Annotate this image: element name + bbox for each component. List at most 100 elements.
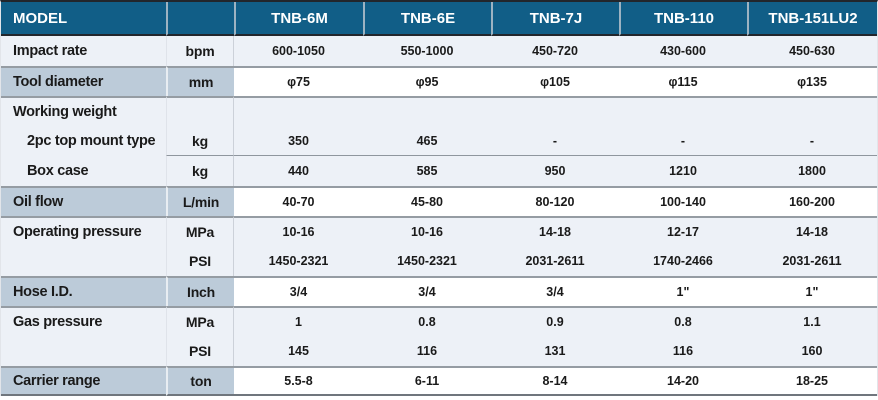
table-row-2pc-top-mount: 2pc top mount type kg 350 465 - - - (1, 126, 877, 156)
spec-value: 3/4 (234, 276, 363, 306)
spec-value: 14-18 (491, 216, 619, 246)
spec-value: 160-200 (747, 186, 877, 216)
table-row-impact-rate: Impact rate bpm 600-1050 550-1000 450-72… (1, 36, 877, 66)
spec-value: φ95 (363, 66, 491, 96)
column-header-tnb-6m: TNB-6M (234, 2, 363, 36)
spec-value: 80-120 (491, 186, 619, 216)
row-unit: ton (166, 366, 234, 396)
spec-value: φ75 (234, 66, 363, 96)
spec-value: 950 (491, 156, 619, 186)
spec-value: 116 (363, 336, 491, 366)
spec-value: 1450-2321 (234, 246, 363, 276)
spec-value: - (491, 126, 619, 156)
spec-value: 350 (234, 126, 363, 156)
spec-value: 18-25 (747, 366, 877, 396)
spec-value (234, 96, 363, 126)
spec-value: φ105 (491, 66, 619, 96)
spec-value (491, 96, 619, 126)
spec-value: 0.9 (491, 306, 619, 336)
spec-value (363, 96, 491, 126)
row-label: Box case (1, 156, 166, 186)
spec-value: 40-70 (234, 186, 363, 216)
spec-value: 1740-2466 (619, 246, 747, 276)
row-label: Oil flow (1, 186, 166, 216)
column-header-tnb-6e: TNB-6E (363, 2, 491, 36)
row-unit: kg (166, 126, 234, 156)
spec-value: 0.8 (619, 306, 747, 336)
spec-value: - (619, 126, 747, 156)
spec-value: 1 (234, 306, 363, 336)
row-label: Gas pressure (1, 306, 166, 336)
table-row-carrier-range: Carrier range ton 5.5-8 6-11 8-14 14-20 … (1, 366, 877, 396)
spec-value: 440 (234, 156, 363, 186)
unit-header-cell (166, 2, 234, 36)
table-row-gas-pressure-psi: PSI 145 116 131 116 160 (1, 336, 877, 366)
column-header-tnb-7j: TNB-7J (491, 2, 619, 36)
row-label: Working weight (1, 96, 166, 126)
spec-value: 1210 (619, 156, 747, 186)
table-row-gas-pressure-mpa: Gas pressure MPa 1 0.8 0.9 0.8 1.1 (1, 306, 877, 336)
spec-value: 600-1050 (234, 36, 363, 66)
table-row-operating-pressure-psi: PSI 1450-2321 1450-2321 2031-2611 1740-2… (1, 246, 877, 276)
spec-value: 1800 (747, 156, 877, 186)
row-unit: L/min (166, 186, 234, 216)
row-label: Impact rate (1, 36, 166, 66)
spec-value: 14-18 (747, 216, 877, 246)
row-unit: mm (166, 66, 234, 96)
table-row-working-weight-section: Working weight (1, 96, 877, 126)
spec-value: 116 (619, 336, 747, 366)
row-unit: PSI (166, 246, 234, 276)
row-unit: MPa (166, 306, 234, 336)
spec-value: 0.8 (363, 306, 491, 336)
row-label (1, 246, 166, 276)
spec-value: 450-720 (491, 36, 619, 66)
spec-value: 1450-2321 (363, 246, 491, 276)
spec-value: 450-630 (747, 36, 877, 66)
spec-value: 10-16 (234, 216, 363, 246)
spec-value: φ115 (619, 66, 747, 96)
spec-value: 550-1000 (363, 36, 491, 66)
spec-value: 585 (363, 156, 491, 186)
spec-value: 8-14 (491, 366, 619, 396)
row-label: 2pc top mount type (1, 126, 166, 156)
model-header-label: MODEL (1, 2, 166, 36)
spec-value: 6-11 (363, 366, 491, 396)
table-row-tool-diameter: Tool diameter mm φ75 φ95 φ105 φ115 φ135 (1, 66, 877, 96)
row-unit: MPa (166, 216, 234, 246)
spec-value: 1" (619, 276, 747, 306)
spec-value: 131 (491, 336, 619, 366)
table-row-hose-id: Hose I.D. Inch 3/4 3/4 3/4 1" 1" (1, 276, 877, 306)
row-label: Hose I.D. (1, 276, 166, 306)
row-label: Tool diameter (1, 66, 166, 96)
spec-value (747, 96, 877, 126)
row-unit (166, 96, 234, 126)
spec-value: 3/4 (363, 276, 491, 306)
spec-value: 1" (747, 276, 877, 306)
table-row-oil-flow: Oil flow L/min 40-70 45-80 80-120 100-14… (1, 186, 877, 216)
spec-value: 430-600 (619, 36, 747, 66)
row-label: Carrier range (1, 366, 166, 396)
spec-value: 145 (234, 336, 363, 366)
spec-value: - (747, 126, 877, 156)
spec-value: 465 (363, 126, 491, 156)
column-header-tnb-151lu2: TNB-151LU2 (747, 2, 877, 36)
row-unit: PSI (166, 336, 234, 366)
spec-value: 5.5-8 (234, 366, 363, 396)
row-label: Operating pressure (1, 216, 166, 246)
row-unit: kg (166, 156, 234, 186)
row-label (1, 336, 166, 366)
row-unit: bpm (166, 36, 234, 66)
header-row: MODEL TNB-6M TNB-6E TNB-7J TNB-110 TNB-1… (1, 2, 877, 36)
row-unit: Inch (166, 276, 234, 306)
spec-value: 45-80 (363, 186, 491, 216)
spec-value: 14-20 (619, 366, 747, 396)
spec-value: 10-16 (363, 216, 491, 246)
spec-value: 100-140 (619, 186, 747, 216)
spec-value: 12-17 (619, 216, 747, 246)
spec-value: 1.1 (747, 306, 877, 336)
table-row-operating-pressure-mpa: Operating pressure MPa 10-16 10-16 14-18… (1, 216, 877, 246)
spec-value: φ135 (747, 66, 877, 96)
spec-value: 3/4 (491, 276, 619, 306)
spec-value (619, 96, 747, 126)
